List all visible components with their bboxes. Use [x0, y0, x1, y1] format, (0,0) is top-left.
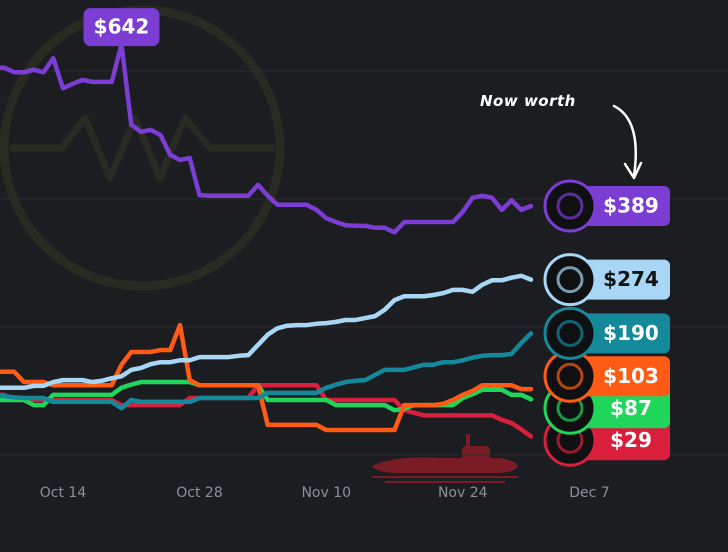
- annotation: Now worth: [480, 92, 576, 110]
- hull: [372, 457, 518, 473]
- team-logo-inner: [556, 362, 584, 390]
- submarine: [372, 434, 518, 483]
- lines: [0, 41, 534, 439]
- end-label: $190: [603, 321, 659, 345]
- series-line: [0, 41, 534, 235]
- x-tick-label: Oct 28: [176, 485, 222, 501]
- team-logo: [543, 253, 597, 307]
- x-tick-label: Nov 24: [438, 485, 488, 501]
- annotation-arrowhead: [623, 161, 643, 180]
- wave: [385, 481, 505, 483]
- tower: [462, 446, 490, 460]
- watermark-pulse: [10, 114, 274, 182]
- x-tick-label: Nov 10: [301, 485, 351, 501]
- end-label: $274: [603, 267, 659, 291]
- end-label: $389: [603, 194, 659, 218]
- series-line: [0, 322, 534, 433]
- series-line: [0, 331, 534, 411]
- x-tick-label: Dec 7: [569, 485, 609, 501]
- end-label: $87: [610, 396, 652, 420]
- team-logo-inner: [556, 192, 584, 220]
- end-label: $29: [610, 428, 652, 452]
- end-label: $103: [603, 364, 659, 388]
- wave: [372, 476, 518, 478]
- team-logo-inner: [556, 319, 584, 347]
- periscope: [466, 434, 470, 450]
- annotation-arrow: [612, 104, 638, 178]
- x-tick-label: Oct 14: [40, 485, 87, 501]
- labels: $642 $29 $87 $103 $190 $274 $389: [83, 8, 670, 467]
- team-logo-inner: [556, 266, 584, 294]
- peak-label: $642: [94, 15, 150, 39]
- team-logo: [543, 179, 597, 233]
- series-line: [0, 273, 534, 391]
- peak-label-box: [83, 8, 160, 47]
- team-logo: [543, 306, 597, 360]
